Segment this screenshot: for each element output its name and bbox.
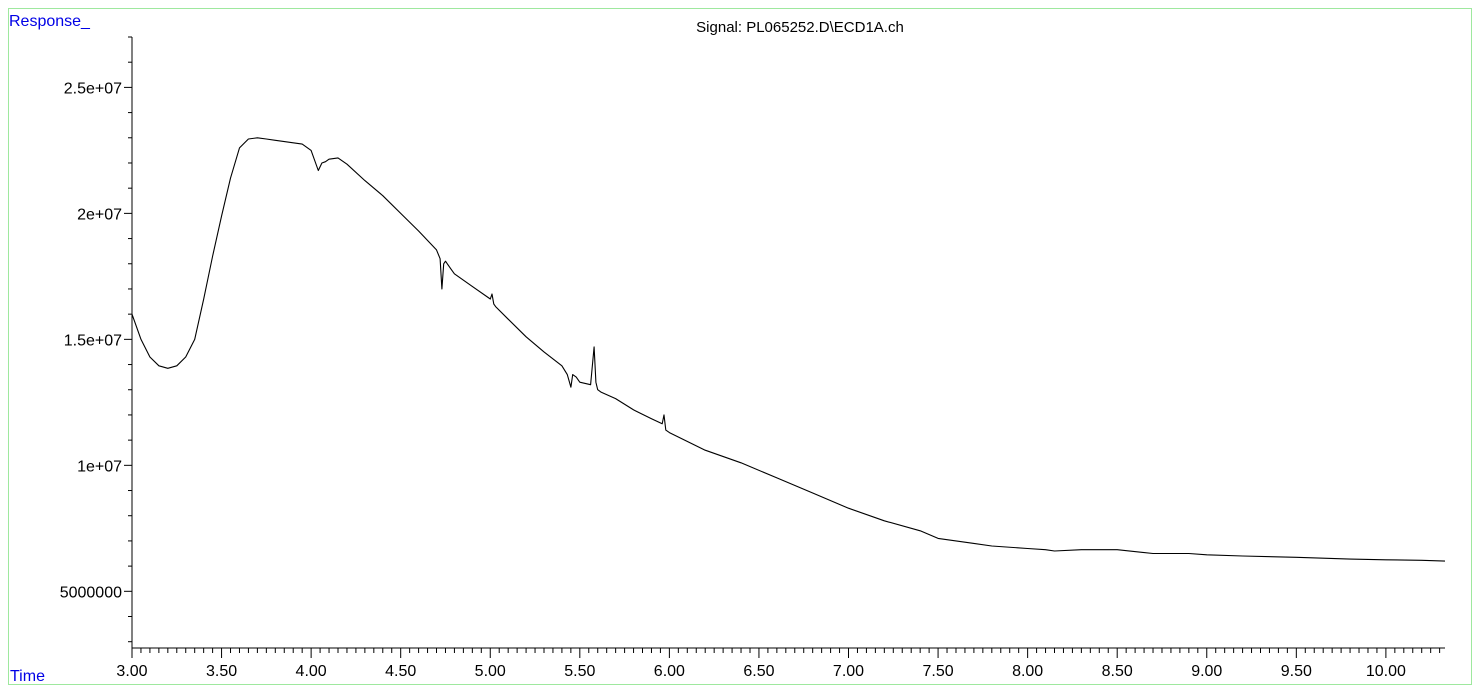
y-tick-label: 1e+07 xyxy=(77,458,122,475)
y-tick-label: 5000000 xyxy=(60,584,122,601)
y-tick-label: 2e+07 xyxy=(77,206,122,223)
y-axis-ticks: 5000000 1e+07 1.5e+07 2e+07 2.5e+07 xyxy=(60,36,132,643)
x-tick-label: 7.00 xyxy=(833,663,864,680)
x-tick-label: 7.50 xyxy=(923,663,954,680)
x-tick-label: 9.50 xyxy=(1281,663,1312,680)
x-axis-label: Time xyxy=(10,668,45,685)
y-tick-label: 1.5e+07 xyxy=(64,332,122,349)
x-tick-label: 6.50 xyxy=(743,663,774,680)
signal-trace xyxy=(131,137,1446,562)
x-tick-label: 9.00 xyxy=(1191,663,1222,680)
x-tick-label: 8.00 xyxy=(1012,663,1043,680)
x-tick-label: 6.00 xyxy=(654,663,685,680)
x-tick-label: 5.50 xyxy=(564,663,595,680)
x-tick-label: 3.50 xyxy=(206,663,237,680)
x-axis-ticks: 3.00 3.50 4.00 4.50 5.00 5.50 6.00 6.50 7.00 7.50… xyxy=(116,648,1441,680)
x-tick-label: 5.00 xyxy=(475,663,506,680)
chart-title: Signal: PL065252.D\ECD1A.ch xyxy=(696,19,904,36)
x-tick-label: 8.50 xyxy=(1102,663,1133,680)
x-tick-label: 4.50 xyxy=(385,663,416,680)
y-tick-label: 2.5e+07 xyxy=(64,80,122,97)
x-tick-label: 10.00 xyxy=(1366,663,1406,680)
x-tick-label: 4.00 xyxy=(296,663,327,680)
x-tick-label: 3.00 xyxy=(116,663,147,680)
y-axis-label: Response_ xyxy=(9,13,91,30)
chart-frame xyxy=(8,8,1472,685)
series-layer xyxy=(131,137,1446,562)
